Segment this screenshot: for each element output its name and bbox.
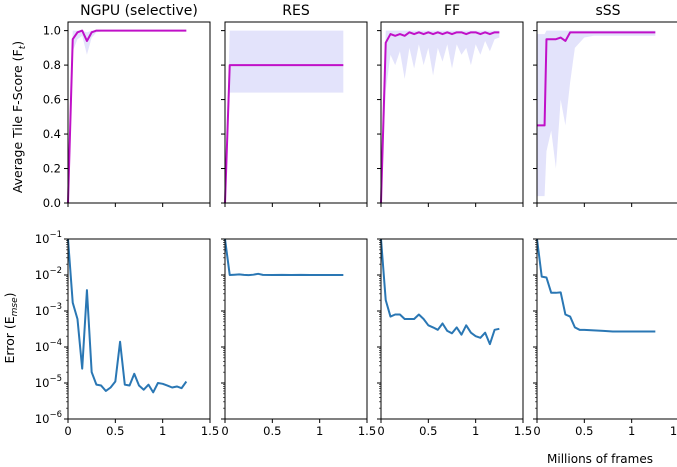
panel-fscore-2: RES xyxy=(221,3,368,207)
x-tick-label: 1 xyxy=(628,424,635,438)
confidence-band xyxy=(68,30,187,204)
y-tick-label: 0.6 xyxy=(43,93,61,107)
y-tick-label: 0.0 xyxy=(43,196,61,210)
x-tick-label: 0.5 xyxy=(106,424,124,438)
panel-error-1: 0 0.5 1 1.5 10−6 10−5 10−4 10−3 10−2 10−1 xyxy=(35,230,219,438)
panel-error-2: 0 0.5 1 1.5 xyxy=(221,238,376,438)
x-tick-label: 1.5 xyxy=(670,424,677,438)
x-tick-label: 1 xyxy=(159,424,166,438)
svg-text:Error (Emse): Error (Emse) xyxy=(2,292,20,363)
panel-fscore-1: NGPU (selective) 0.0 0.2 0.4 0.6 0.8 1.0 xyxy=(43,3,211,210)
x-tick-label: 1.5 xyxy=(201,424,219,438)
error-line xyxy=(536,238,656,333)
error-line xyxy=(224,238,344,277)
y-tick-label: 0.8 xyxy=(43,58,61,72)
y-tick-label: 10−3 xyxy=(35,302,62,318)
panel-fscore-4: sSS xyxy=(533,3,677,207)
x-tick-label: 1.5 xyxy=(514,424,532,438)
svg-text:Average Tile F-Score (Ft): Average Tile F-Score (Ft) xyxy=(10,41,28,193)
fscore-line xyxy=(537,31,656,127)
panel-title: RES xyxy=(282,3,310,19)
x-tick-label: 1.5 xyxy=(358,424,376,438)
x-tick-label: 0 xyxy=(533,424,540,438)
axes-frame xyxy=(380,238,524,420)
y-tick-label: 10−6 xyxy=(35,410,62,426)
ylabel-error-close: ) xyxy=(2,292,17,297)
y-tick-label: 10−5 xyxy=(35,374,62,390)
x-tick-label: 0 xyxy=(377,424,384,438)
ylabel-fscore-text: Average Tile F-Score (F xyxy=(10,49,25,193)
confidence-band xyxy=(537,30,656,197)
x-tick-label: 0.5 xyxy=(419,424,437,438)
x-tick-label: 0.5 xyxy=(575,424,593,438)
fscore-line xyxy=(67,29,187,204)
y-tick-label: 0.4 xyxy=(43,127,61,141)
ylabel-fscore-sub: t xyxy=(18,45,28,49)
axes-frame xyxy=(67,21,211,204)
axes-frame xyxy=(536,21,677,204)
y-tick-label: 10−4 xyxy=(35,338,62,354)
panels: NGPU (selective) 0.0 0.2 0.4 0.6 0.8 1.0 RES FF s… xyxy=(35,3,677,438)
confidence-band xyxy=(381,30,500,204)
x-tick-label: 0 xyxy=(64,424,71,438)
y-tick-label: 10−2 xyxy=(35,266,62,282)
ylabel-fscore-close: ) xyxy=(10,41,25,46)
x-tick-label: 0.5 xyxy=(263,424,281,438)
x-axis-label: Millions of frames xyxy=(547,452,653,466)
axes-frame xyxy=(380,21,524,204)
panel-error-4: 0 0.5 1 1.5 xyxy=(533,238,677,438)
panel-title: sSS xyxy=(595,3,620,19)
x-tick-label: 1 xyxy=(472,424,479,438)
ylabel-error-sub: mse xyxy=(10,297,20,316)
axes-frame xyxy=(536,238,677,420)
panel-error-3: 0 0.5 1 1.5 xyxy=(377,238,532,438)
axes-frame xyxy=(224,21,368,204)
panel-fscore-3: FF xyxy=(377,3,524,207)
y-tick-label: 0.2 xyxy=(43,162,61,176)
panel-title: FF xyxy=(444,3,460,19)
x-tick-label: 0 xyxy=(221,424,228,438)
axes-frame xyxy=(224,238,368,420)
error-line xyxy=(380,238,500,346)
y-tick-label: 10−1 xyxy=(35,230,62,246)
fscore-line xyxy=(380,31,500,204)
confidence-band xyxy=(225,30,344,204)
error-line xyxy=(67,238,188,394)
axes-frame xyxy=(67,238,211,420)
x-tick-label: 1 xyxy=(316,424,323,438)
ylabel-error-text: Error (E xyxy=(2,316,17,363)
panel-title: NGPU (selective) xyxy=(80,3,198,19)
y-axis-label-fscore: Average Tile F-Score (Ft) xyxy=(10,41,28,193)
y-axis-label-error: Error (Emse) xyxy=(2,292,20,363)
y-tick-label: 1.0 xyxy=(43,24,61,38)
fscore-line xyxy=(224,64,344,204)
